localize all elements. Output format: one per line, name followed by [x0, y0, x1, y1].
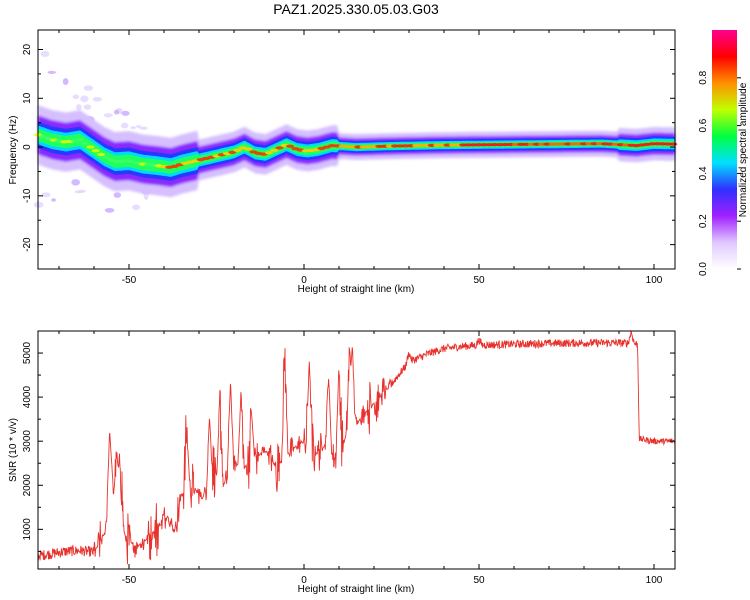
spectrogram-y-tick-label: 10: [22, 92, 33, 104]
spectrogram-x-ticks: -50 0 50 100: [58, 30, 663, 286]
spectrogram-y-tick-label: -10: [22, 188, 33, 203]
spectrogram-core-cell: [102, 156, 111, 160]
spectrogram-noise-blob: [136, 124, 142, 129]
spectrogram-noise-blob: [71, 179, 80, 186]
snr-line: [37, 329, 676, 565]
snr-x-tick-label: 0: [301, 575, 307, 586]
snr-x-tick-label: -50: [122, 575, 137, 586]
spectrogram-noise-blob: [33, 201, 44, 208]
spectrogram-core-cell: [669, 142, 678, 146]
spectrogram-core-cell: [270, 148, 279, 152]
spectrogram-noise-blob: [113, 109, 120, 115]
spectrogram-core-cell: [244, 147, 252, 151]
figure-title: PAZ1.2025.330.05.03.G03: [273, 1, 439, 17]
spectrogram-x-tick-label: 50: [473, 275, 485, 286]
spectrogram-core-cell: [228, 150, 237, 154]
spectrogram-noise-blob: [51, 198, 56, 202]
snr-x-tick-label: 100: [646, 575, 663, 586]
spectrogram-core-cell: [233, 148, 242, 152]
colorbar-ticks: 0.0 0.2 0.4 0.6 0.8: [698, 70, 741, 276]
spectrogram-band-green: [38, 128, 675, 174]
snr-panel: -50 0 50 100 1000 2000 3000 4000 5000 Height of…: [8, 329, 676, 595]
spectrogram-noise-blob: [132, 204, 141, 211]
spectrogram-x-axis-label: Height of straight line (km): [298, 284, 415, 295]
spectrogram-x-tick-label: 0: [301, 275, 307, 286]
spectrogram-core-cell: [81, 141, 90, 146]
spectrogram-panel: -50 0 50 100 -20 -10 0 10 20 Height of straight…: [8, 29, 678, 295]
snr-x-ticks: -50 0 50 100: [58, 331, 663, 586]
colorbar-tick-label: 0.8: [698, 70, 709, 84]
snr-x-axis-label: Height of straight line (km): [298, 584, 415, 595]
colorbar-tick-label: 0.4: [698, 166, 709, 180]
spectrogram-core-cell: [97, 152, 105, 156]
spectrogram-noise-blob: [62, 78, 69, 85]
spectrogram-noise-blob: [75, 104, 82, 111]
spectrogram-noise-blob: [72, 94, 80, 100]
snr-y-tick-label: 4000: [22, 386, 33, 409]
spectrogram-core-cell: [286, 144, 294, 148]
spectrogram-core: [34, 133, 678, 169]
spectrogram-noise-blob: [40, 50, 50, 58]
spectrogram-noise-blob: [41, 192, 51, 198]
spectrogram-heatmap: [33, 50, 678, 213]
spectrogram-y-tick-label: 20: [22, 44, 33, 56]
colorbar-scale: [712, 30, 737, 269]
spectrogram-core-cell: [265, 151, 273, 155]
snr-x-tick-label: 50: [473, 575, 485, 586]
spectrogram-y-tick-label: 0: [22, 144, 33, 150]
spectrogram-y-ticks: -20 -10 0 10 20: [22, 44, 675, 270]
spectrogram-noise-blob: [83, 85, 94, 91]
snr-y-tick-label: 5000: [22, 341, 33, 364]
snr-frame: [37, 330, 676, 570]
colorbar: 0.0 0.2 0.4 0.6 0.8 Normalized spectral ampl…: [698, 30, 749, 276]
spectrogram-core-cell: [39, 135, 48, 139]
snr-y-ticks: 1000 2000 3000 4000 5000: [22, 330, 675, 552]
colorbar-tick-label: 0.2: [698, 214, 709, 228]
spectrogram-noise-blob: [120, 122, 129, 129]
spectrogram-y-axis-label: Frequency (Hz): [8, 116, 19, 185]
spectrogram-core-cell: [91, 149, 100, 153]
spectrogram-noise-blob: [77, 189, 87, 193]
colorbar-tick-label: 0.0: [698, 262, 709, 276]
spectrogram-noise-blob: [139, 126, 148, 130]
spectrogram-x-tick-label: 100: [646, 275, 663, 286]
snr-y-tick-label: 3000: [22, 430, 33, 453]
spectrogram-x-tick-label: -50: [122, 275, 137, 286]
spectrogram-core-cell: [76, 138, 84, 142]
spectrogram-noise-blob: [143, 192, 149, 200]
spectrogram-noise-blob: [113, 192, 122, 198]
spectrogram-noise-blob: [92, 96, 102, 102]
snr-y-tick-label: 1000: [22, 518, 33, 541]
spectrogram-noise-blob: [103, 113, 113, 118]
spectrogram-noise-blob: [80, 95, 89, 103]
colorbar-label: Normalized spectral amplitude: [738, 82, 749, 217]
snr-plot-area: [38, 331, 675, 569]
spectrogram-noise-blob: [130, 126, 137, 130]
spectrogram-core-cell: [275, 146, 284, 150]
spectrogram-y-tick-label: -20: [22, 237, 33, 252]
spectrogram-noise-blob: [47, 70, 56, 74]
spectrogram-noise-blob: [83, 104, 92, 110]
snr-y-tick-label: 2000: [22, 474, 33, 497]
spectrogram-noise-blob: [121, 110, 130, 116]
snr-series: [37, 329, 676, 565]
snr-y-axis-label: SNR (10 * v/v): [8, 418, 19, 482]
spectrogram-noise-blob: [104, 207, 115, 213]
spectrogram-core-cell: [86, 145, 95, 149]
colorbar-tick-label: 0.6: [698, 118, 709, 132]
spectrogram-frame: [37, 29, 676, 270]
